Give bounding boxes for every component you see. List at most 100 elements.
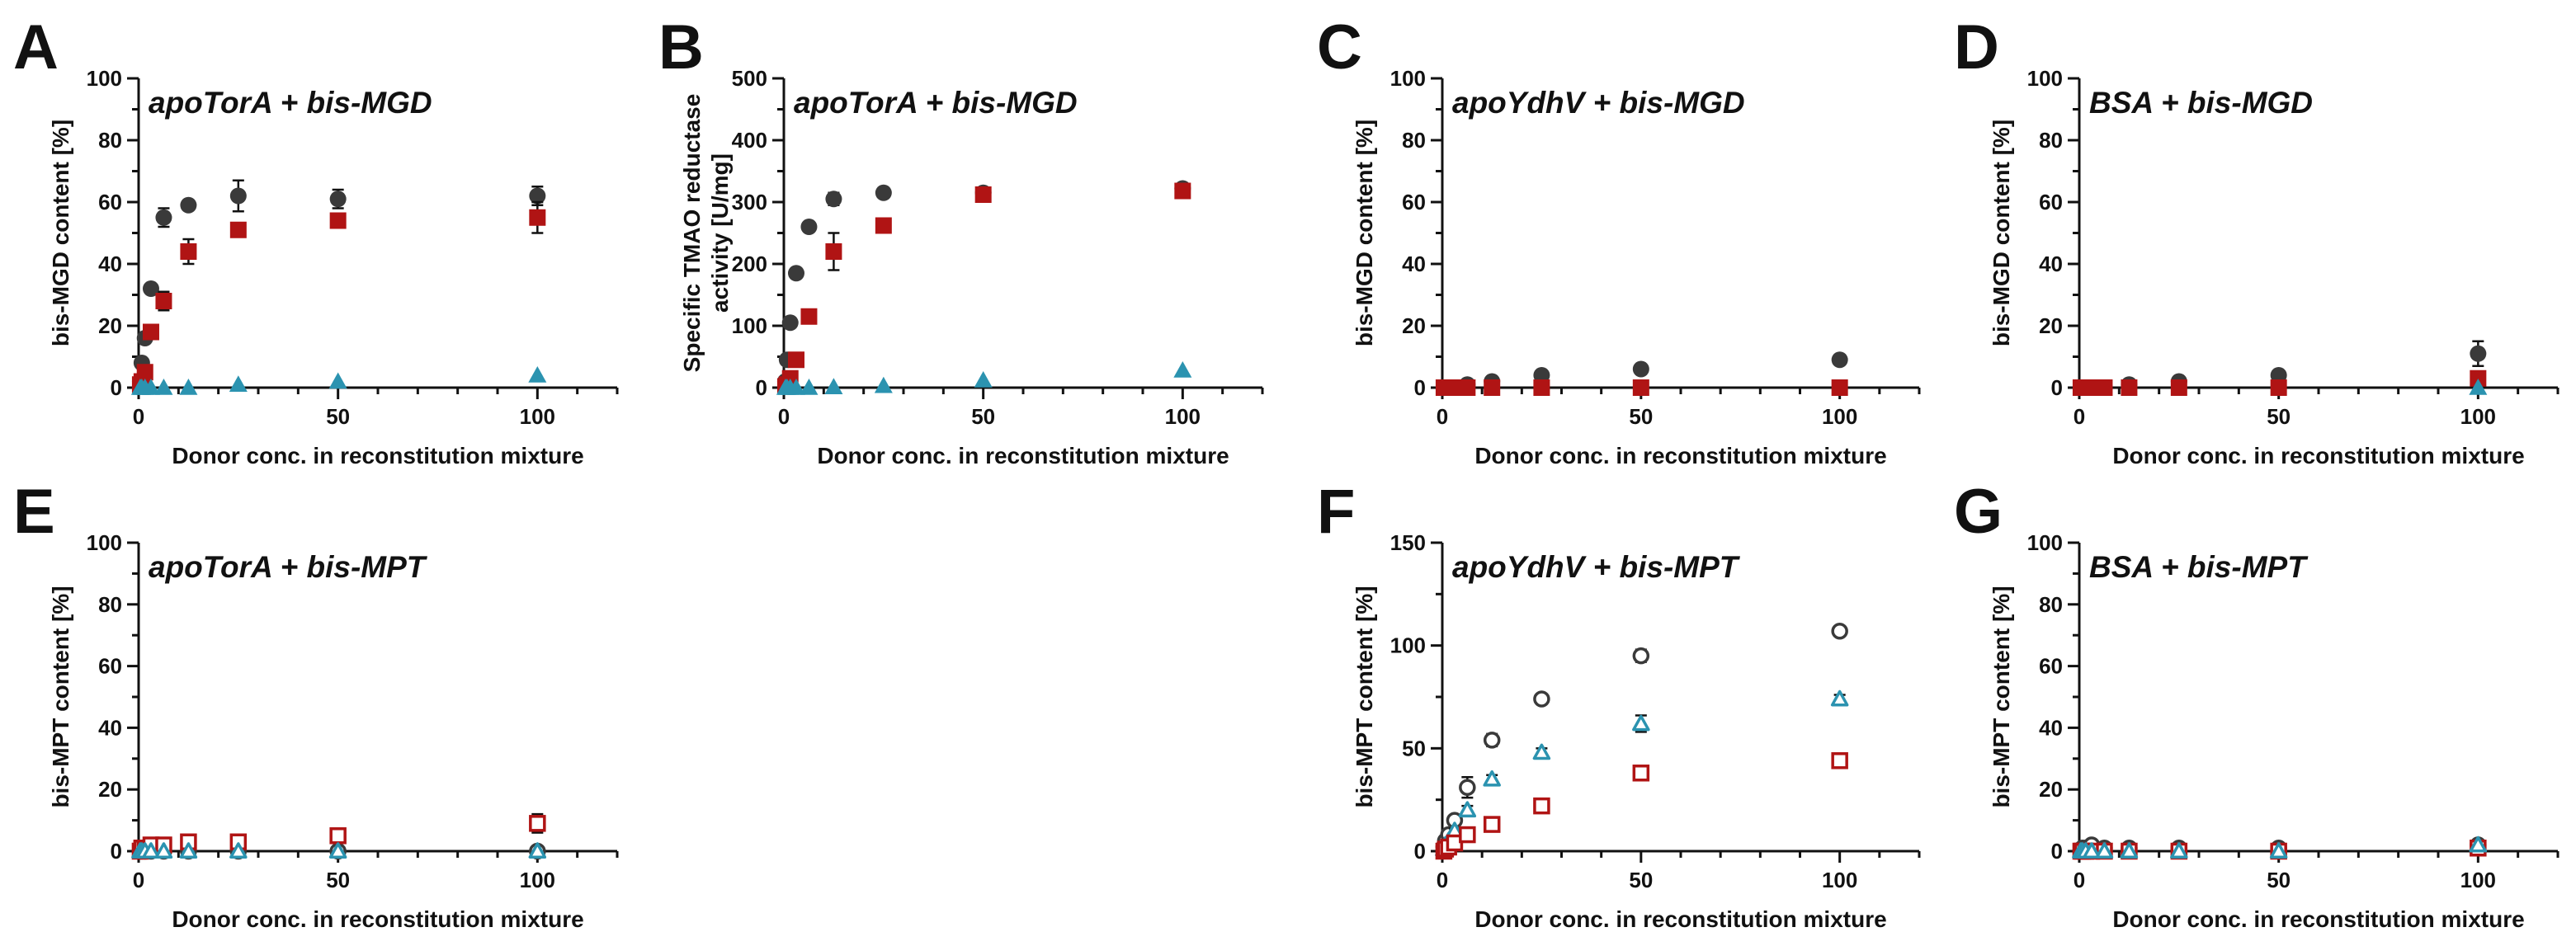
x-axis-label: Donor conc. in reconstitution mixture [1474, 443, 1886, 468]
data-point [142, 323, 159, 341]
data-point [2270, 379, 2287, 396]
data-point [824, 378, 843, 395]
data-point [1483, 816, 1501, 833]
data-point [800, 219, 818, 235]
series-black [776, 180, 1191, 390]
series-teal [2469, 379, 2488, 395]
panel-letter: B [658, 12, 704, 82]
data-point [328, 842, 347, 859]
panel-letter: G [1954, 477, 2003, 547]
data-point [1483, 770, 1501, 787]
data-point [875, 184, 892, 201]
data-point [825, 191, 842, 208]
y-tick-label: 60 [1402, 190, 1426, 214]
panel-letter: C [1317, 12, 1362, 82]
data-point [2083, 379, 2100, 396]
y-tick-label: 100 [2027, 66, 2063, 91]
x-tick-label: 50 [971, 404, 995, 429]
x-tick-label: 100 [1822, 868, 1857, 892]
series-red [1435, 752, 1848, 860]
data-point [1533, 690, 1550, 708]
y-axis-label: bis-MGD content [%] [1352, 120, 1377, 346]
y-tick-label: 100 [1390, 633, 1426, 658]
x-tick-label: 50 [326, 868, 350, 892]
data-point [1459, 779, 1476, 796]
data-point [1173, 361, 1192, 378]
x-tick-label: 0 [778, 404, 790, 429]
y-tick-label: 0 [2051, 375, 2063, 400]
y-tick-label: 40 [1402, 252, 1426, 276]
series-teal [130, 366, 547, 395]
data-point [2170, 379, 2187, 396]
data-point [154, 842, 173, 859]
y-tick-label: 100 [732, 313, 767, 338]
y-tick-label: 100 [1390, 66, 1426, 91]
y-tick-label: 200 [732, 252, 767, 276]
x-tick-label: 100 [520, 868, 555, 892]
data-point [2170, 842, 2188, 859]
y-axis-label: bis-MGD content [%] [1989, 120, 2014, 346]
data-point [229, 221, 247, 238]
y-tick-label: 0 [111, 375, 122, 400]
data-point [329, 212, 347, 229]
x-tick-label: 0 [1437, 868, 1448, 892]
y-axis-label: bis-MPT content [%] [1989, 586, 2014, 807]
x-tick-label: 100 [1165, 404, 1201, 429]
x-tick-label: 50 [326, 404, 350, 429]
y-tick-label: 50 [1402, 736, 1426, 760]
y-tick-label: 60 [98, 190, 122, 214]
y-tick-label: 20 [98, 777, 122, 802]
y-tick-label: 400 [732, 128, 767, 153]
y-axis-label: bis-MPT content [%] [48, 586, 73, 807]
data-point [2083, 842, 2101, 859]
data-point [874, 376, 893, 393]
data-point [1484, 379, 1501, 396]
series-teal [2072, 835, 2488, 859]
data-point [1632, 379, 1649, 396]
data-point [2121, 379, 2138, 396]
data-point [529, 815, 546, 832]
data-point [1483, 732, 1501, 749]
data-point [329, 191, 347, 208]
data-point [1632, 647, 1650, 665]
panel-d: D BSA + bis-MGD 0 20 40 60 80 100 0 50 100 Donor co… [1954, 12, 2559, 468]
data-point [154, 379, 173, 395]
y-axis-label: Specific TMAO reductase [679, 94, 705, 373]
y-tick-label: 100 [87, 66, 122, 91]
data-point [180, 243, 197, 260]
data-point [1831, 622, 1848, 640]
data-point [1174, 182, 1191, 200]
data-point [179, 379, 198, 395]
data-point [1533, 797, 1550, 815]
panel-title: BSA + bis-MPT [2089, 550, 2309, 584]
y-tick-label: 40 [2039, 252, 2063, 276]
y-tick-label: 0 [756, 375, 767, 400]
data-point [1831, 752, 1848, 770]
data-point [2095, 842, 2114, 859]
data-point [142, 842, 160, 859]
data-point [2470, 345, 2487, 362]
data-point [180, 196, 197, 214]
panel-letter: D [1954, 12, 1999, 82]
data-point [1459, 379, 1476, 396]
x-tick-label: 0 [1437, 404, 1448, 429]
data-point [329, 827, 347, 845]
x-tick-label: 100 [2460, 404, 2496, 429]
series-red [131, 200, 546, 393]
panel-title: apoTorA + bis-MPT [149, 550, 428, 584]
data-point [155, 293, 172, 309]
data-point [1632, 765, 1650, 782]
y-tick-label: 80 [1402, 128, 1426, 153]
data-point [142, 280, 159, 297]
y-tick-label: 40 [98, 715, 122, 740]
data-point [787, 265, 804, 282]
x-tick-label: 50 [1629, 404, 1653, 429]
x-tick-label: 0 [133, 404, 144, 429]
data-point [1533, 379, 1550, 396]
y-tick-label: 80 [98, 592, 122, 617]
x-tick-label: 50 [1629, 868, 1653, 892]
data-point [155, 209, 172, 226]
